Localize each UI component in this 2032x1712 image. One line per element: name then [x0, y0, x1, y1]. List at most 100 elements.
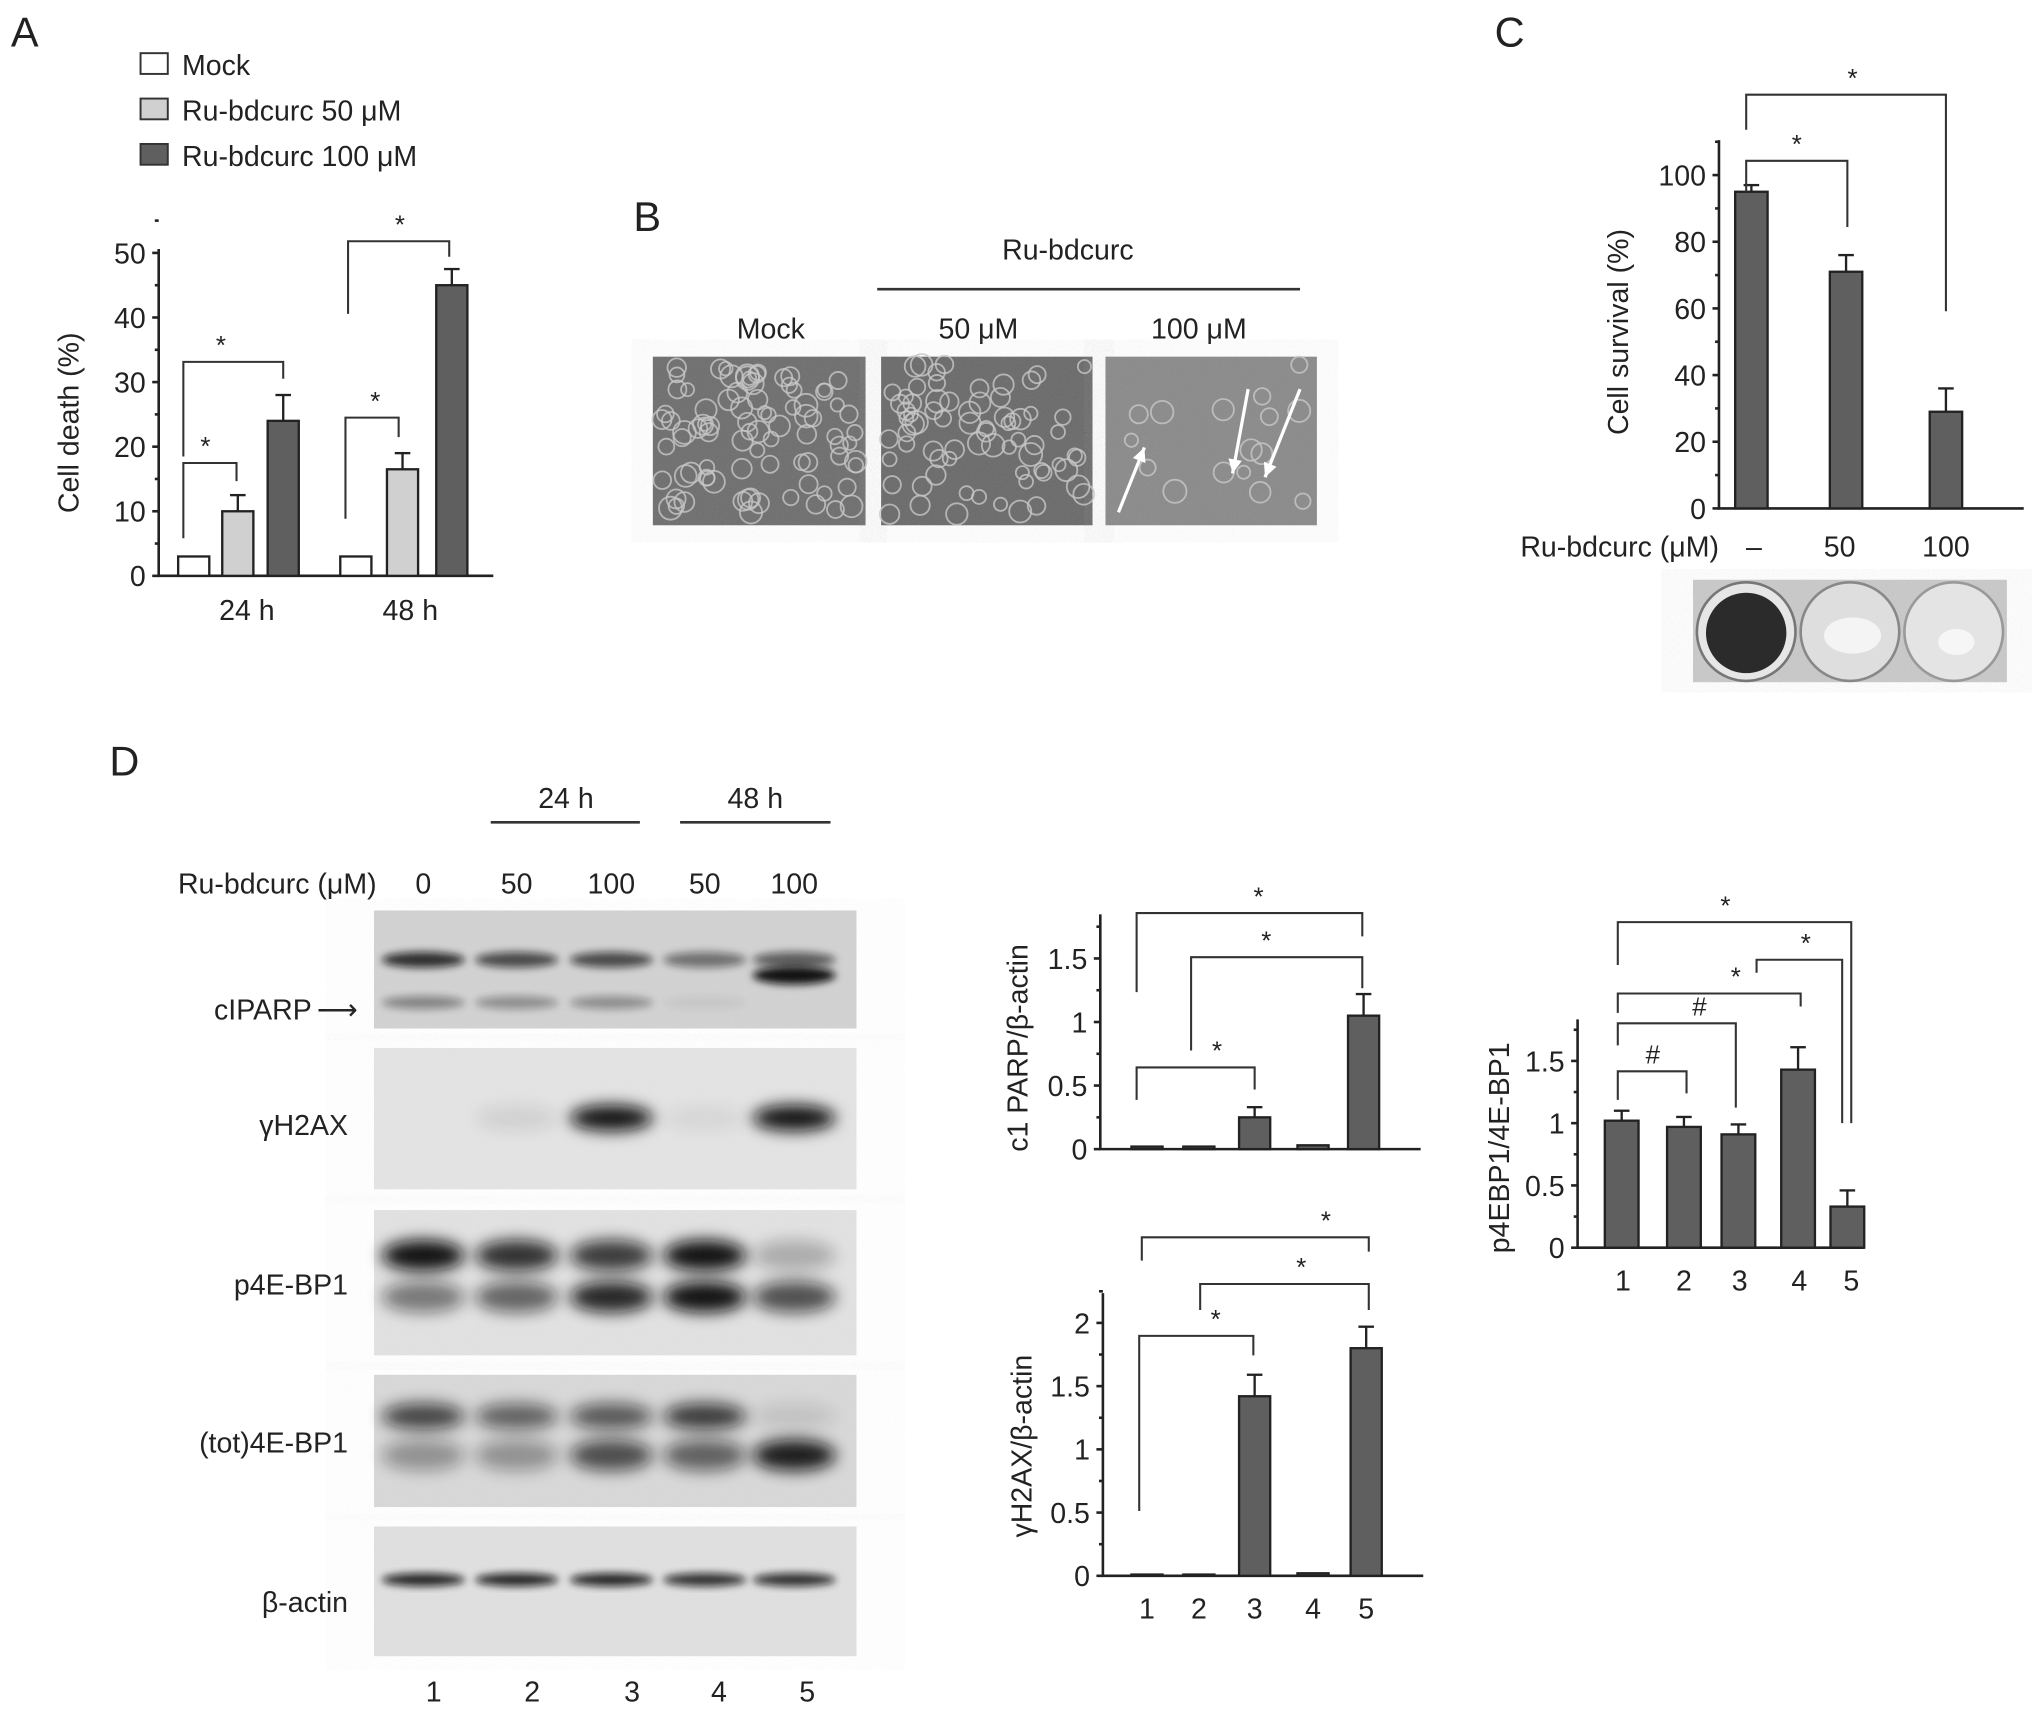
y-axis-label: Cell survival (%) — [1603, 229, 1635, 435]
significance-bracket — [1140, 1236, 1370, 1261]
lane-number-4: 4 — [711, 1677, 727, 1709]
bar — [1237, 1116, 1272, 1151]
significance-marker: * — [1261, 927, 1271, 955]
significance-marker: * — [1321, 1208, 1331, 1236]
chart-cell-death: 0 10 20 30 40 50 Cell death (%) 24 h 48 h * * * * — [53, 211, 494, 627]
y-tick-label: 20 — [1674, 427, 1706, 459]
significance-bracket — [1745, 93, 1947, 312]
bar — [1829, 1205, 1866, 1249]
bar — [1720, 1133, 1757, 1249]
significance-marker: * — [1792, 131, 1802, 159]
chart-cell-survival: 0 20 40 60 80 100 Cell survival (%) – 50 100 Ru-bd… — [1520, 65, 2024, 563]
bar — [339, 555, 373, 578]
arrow-icon — [1230, 388, 1250, 474]
legend-swatch-50 — [139, 97, 169, 121]
lane-number-3: 3 — [624, 1677, 640, 1709]
panel-label-b: B — [633, 193, 661, 240]
y-tick-label: 100 — [1658, 160, 1706, 192]
bar — [1296, 1144, 1330, 1151]
chart-p4ebp1: 0 0.5 1 1.5 p4EBP1/4E-BP1 1 2 3 4 5 # # * * * — [1484, 892, 1866, 1297]
y-axis-label: c1 PARP/β-actin — [1003, 944, 1035, 1152]
y-tick-label: 1 — [1074, 1435, 1090, 1467]
bar — [266, 419, 300, 578]
y-tick-label: 0.5 — [1048, 1071, 1088, 1103]
y-axis-label: γH2AX/β-actin — [1007, 1355, 1039, 1538]
arrow-icon — [1263, 388, 1302, 478]
legend-a: Mock Ru-bdcurc 50 μM Ru-bdcurc 100 μM — [139, 50, 417, 173]
x-tick-label: 2 — [1676, 1265, 1692, 1297]
arrow-right-icon: ⟶ — [317, 994, 358, 1026]
x-tick-label: 5 — [1843, 1265, 1859, 1297]
bar — [1349, 1347, 1383, 1577]
significance-bracket — [1755, 958, 1844, 1124]
bar — [1296, 1572, 1330, 1577]
micrograph-texture — [1105, 356, 1317, 526]
bar — [176, 555, 211, 578]
bar — [435, 284, 469, 578]
significance-bracket — [1135, 912, 1364, 993]
y-tick-label: 80 — [1674, 227, 1706, 259]
y-tick-label: 40 — [1674, 360, 1706, 392]
significance-marker: * — [1801, 930, 1811, 958]
bar — [1928, 410, 1964, 510]
bar — [1665, 1125, 1702, 1249]
y-tick-label: 1 — [1071, 1007, 1087, 1039]
micrograph-panel: Ru-bdcurc Mock 50 μM 100 μM — [651, 234, 1317, 526]
chart-gh2ax: 0 0.5 1 1.5 2 γH2AX/β-actin 1 2 3 4 5 * * * — [1007, 1208, 1424, 1626]
bar — [385, 468, 420, 578]
x-tick-label: 1 — [1615, 1265, 1631, 1297]
x-tick-label: 50 — [1824, 531, 1856, 563]
significance-marker: # — [1646, 1042, 1661, 1070]
x-tick-label: 100 — [1922, 531, 1970, 563]
y-tick-label: 50 — [114, 238, 146, 270]
x-tick-label: 3 — [1732, 1265, 1748, 1297]
significance-marker: * — [1211, 1306, 1221, 1334]
blot-texture — [374, 1210, 857, 1356]
time-header-48h: 48 h — [728, 783, 784, 815]
blot-texture — [374, 910, 857, 1029]
micrograph-texture — [881, 356, 1093, 526]
arrow-head-icon — [1228, 458, 1242, 474]
bar — [1182, 1573, 1216, 1577]
y-tick-label: 60 — [1674, 294, 1706, 326]
significance-bracket — [1138, 1334, 1255, 1511]
y-tick-label: 0 — [1549, 1233, 1565, 1265]
significance-marker: * — [1296, 1254, 1306, 1282]
x-tick-label: 2 — [1191, 1594, 1207, 1626]
time-header-24h: 24 h — [538, 783, 594, 815]
column-label-100: 100 μM — [1151, 314, 1247, 346]
blot-label-p4ebp1: p4E-BP1 — [234, 1269, 348, 1301]
arrow-head-icon — [1263, 461, 1277, 478]
significance-marker: * — [1253, 883, 1263, 911]
legend-label-mock: Mock — [182, 50, 251, 82]
bar — [221, 510, 255, 578]
significance-marker: * — [395, 211, 405, 239]
x-tick-label: 5 — [1358, 1594, 1374, 1626]
bar — [1130, 1145, 1164, 1151]
legend-label-50: Ru-bdcurc 50 μM — [182, 96, 401, 128]
bar — [1237, 1395, 1272, 1577]
x-axis-label: Ru-bdcurc (μM) — [1520, 531, 1719, 563]
western-blot-panel: 24 h 48 h Ru-bdcurc (μM) 0 50 100 50 100… — [178, 783, 857, 1709]
significance-bracket — [1616, 1022, 1737, 1108]
chart-cparp: 0 0.5 1 1.5 c1 PARP/β-actin * * * — [1003, 883, 1421, 1166]
arrow-head-icon — [1132, 447, 1146, 463]
bar — [1130, 1573, 1164, 1577]
significance-bracket — [347, 240, 451, 314]
legend-swatch-100 — [139, 142, 169, 166]
blot-label-bactin: β-actin — [262, 1587, 348, 1619]
y-tick-label: 0 — [130, 561, 146, 593]
y-tick-label: 2 — [1074, 1308, 1090, 1340]
x-tick-label: 1 — [1139, 1594, 1155, 1626]
lane-number-2: 2 — [524, 1677, 540, 1709]
y-tick-label: 0.5 — [1525, 1171, 1565, 1203]
column-label-50: 50 μM — [938, 314, 1018, 346]
significance-marker: * — [200, 433, 210, 461]
panel-label-d: D — [109, 738, 139, 785]
y-tick-label: 1.5 — [1048, 944, 1088, 976]
micrograph-texture — [652, 356, 866, 526]
significance-bracket — [1135, 1066, 1256, 1100]
significance-bracket — [1616, 921, 1853, 1124]
significance-bracket — [1616, 1070, 1688, 1100]
blot-label-cparp: cIPARP — [214, 994, 312, 1026]
